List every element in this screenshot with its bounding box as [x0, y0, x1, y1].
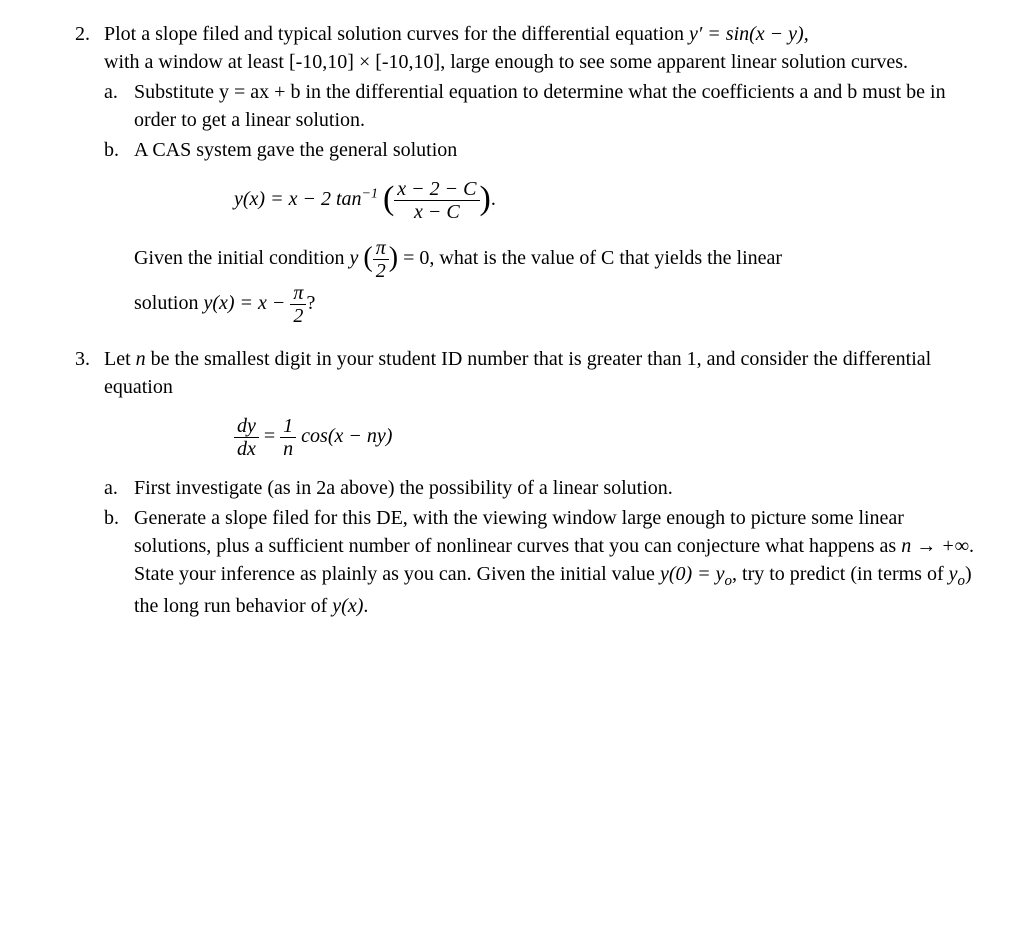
problem-2-body: Plot a slope filed and typical solution … — [104, 20, 984, 327]
problem-3: 3. Let n be the smallest digit in your s… — [40, 345, 984, 620]
p2b-eq-end: . — [491, 188, 496, 210]
p2b-eq-sup: −1 — [362, 186, 378, 201]
p3a-body: First investigate (as in 2a above) the p… — [134, 474, 984, 502]
p3b-y0-sub: o — [725, 573, 733, 589]
problem-3-body: Let n be the smallest digit in your stud… — [104, 345, 984, 620]
p2b-frac: x − 2 − Cx − C — [394, 178, 479, 223]
p3-rhs-den: n — [280, 438, 296, 460]
p2b-arg-num: π — [373, 237, 389, 260]
problem-2-number: 2. — [40, 20, 104, 327]
p3b-body: Generate a slope filed for this DE, with… — [134, 504, 984, 620]
p3-rhs-num: 1 — [280, 415, 296, 438]
rparen-icon: ) — [480, 180, 491, 217]
p2b-given-3: solution — [134, 292, 203, 314]
p3-intro-2: be the smallest digit in your student ID… — [104, 348, 931, 398]
problem-3b: b. Generate a slope filed for this DE, w… — [104, 504, 984, 620]
lparen-icon: ( — [363, 242, 372, 273]
p2b-arg-den: 2 — [373, 260, 389, 282]
p3b-text3: , try to predict (in terms of — [732, 563, 949, 585]
p2b-letter: b. — [104, 136, 134, 327]
p3a-letter: a. — [104, 474, 134, 502]
p3-equation: dydx = 1n cos(x − ny) — [234, 415, 984, 460]
problem-3a: a. First investigate (as in 2a above) th… — [104, 474, 984, 502]
p2a-body: Substitute y = ax + b in the differentia… — [134, 78, 984, 134]
p2b-body: A CAS system gave the general solution y… — [134, 136, 984, 327]
p2b-sol-q: ? — [306, 292, 315, 314]
p2b-eq-lhs: y(x) = x − 2 tan — [234, 188, 362, 210]
p2b-sol-frac: π2 — [290, 282, 306, 327]
p2b-frac-den: x − C — [394, 201, 479, 223]
p3b-yx: y(x) — [332, 595, 363, 617]
p2a-letter: a. — [104, 78, 134, 134]
p3-n: n — [136, 348, 146, 370]
p2b-text1: A CAS system gave the general solution — [134, 139, 457, 161]
problem-2b: b. A CAS system gave the general solutio… — [104, 136, 984, 327]
p3b-y0-sub2: o — [958, 573, 966, 589]
p3-intro-1: Let — [104, 348, 136, 370]
p2b-frac-num: x − 2 − C — [394, 178, 479, 201]
p2b-arg-frac: π2 — [373, 237, 389, 282]
p2b-sol-lhs: y(x) = x − — [203, 292, 290, 314]
p3-lhs-frac: dydx — [234, 415, 259, 460]
rparen-icon: ) — [389, 242, 398, 273]
p3-lhs-den: dx — [234, 438, 259, 460]
p2-intro-2: with a window at least [-10,10] × [-10,1… — [104, 51, 908, 73]
p3b-text5: . — [363, 595, 368, 617]
p2-eq-inline: y′ = sin(x − y), — [689, 23, 809, 45]
p2b-given-2: = 0, what is the value of C that yields … — [398, 247, 782, 269]
problem-2: 2. Plot a slope filed and typical soluti… — [40, 20, 984, 327]
problem-3-number: 3. — [40, 345, 104, 620]
p2-intro-1: Plot a slope filed and typical solution … — [104, 23, 689, 45]
p3-lhs-num: dy — [234, 415, 259, 438]
problem-2a: a. Substitute y = ax + b in the differen… — [104, 78, 984, 134]
p2b-given: Given the initial condition y (π2) = 0, … — [134, 237, 984, 327]
p3b-letter: b. — [104, 504, 134, 620]
p3-eq-mid: = — [259, 425, 280, 447]
p3-rhs-frac: 1n — [280, 415, 296, 460]
lparen-icon: ( — [383, 180, 394, 217]
p2b-given-y: y — [350, 247, 359, 269]
p3b-text1: Generate a slope filed for this DE, with… — [134, 507, 904, 557]
p3-cos: cos(x − ny) — [296, 425, 392, 447]
p3b-y0-2: y — [949, 563, 958, 585]
p2b-equation: y(x) = x − 2 tan−1 (x − 2 − Cx − C). — [234, 178, 984, 223]
p2b-sol-num: π — [290, 282, 306, 305]
p3b-y0: y(0) = y — [660, 563, 725, 585]
p3b-limit: n → +∞ — [901, 535, 969, 557]
p2b-given-1: Given the initial condition — [134, 247, 350, 269]
p2b-sol-den: 2 — [290, 305, 306, 327]
